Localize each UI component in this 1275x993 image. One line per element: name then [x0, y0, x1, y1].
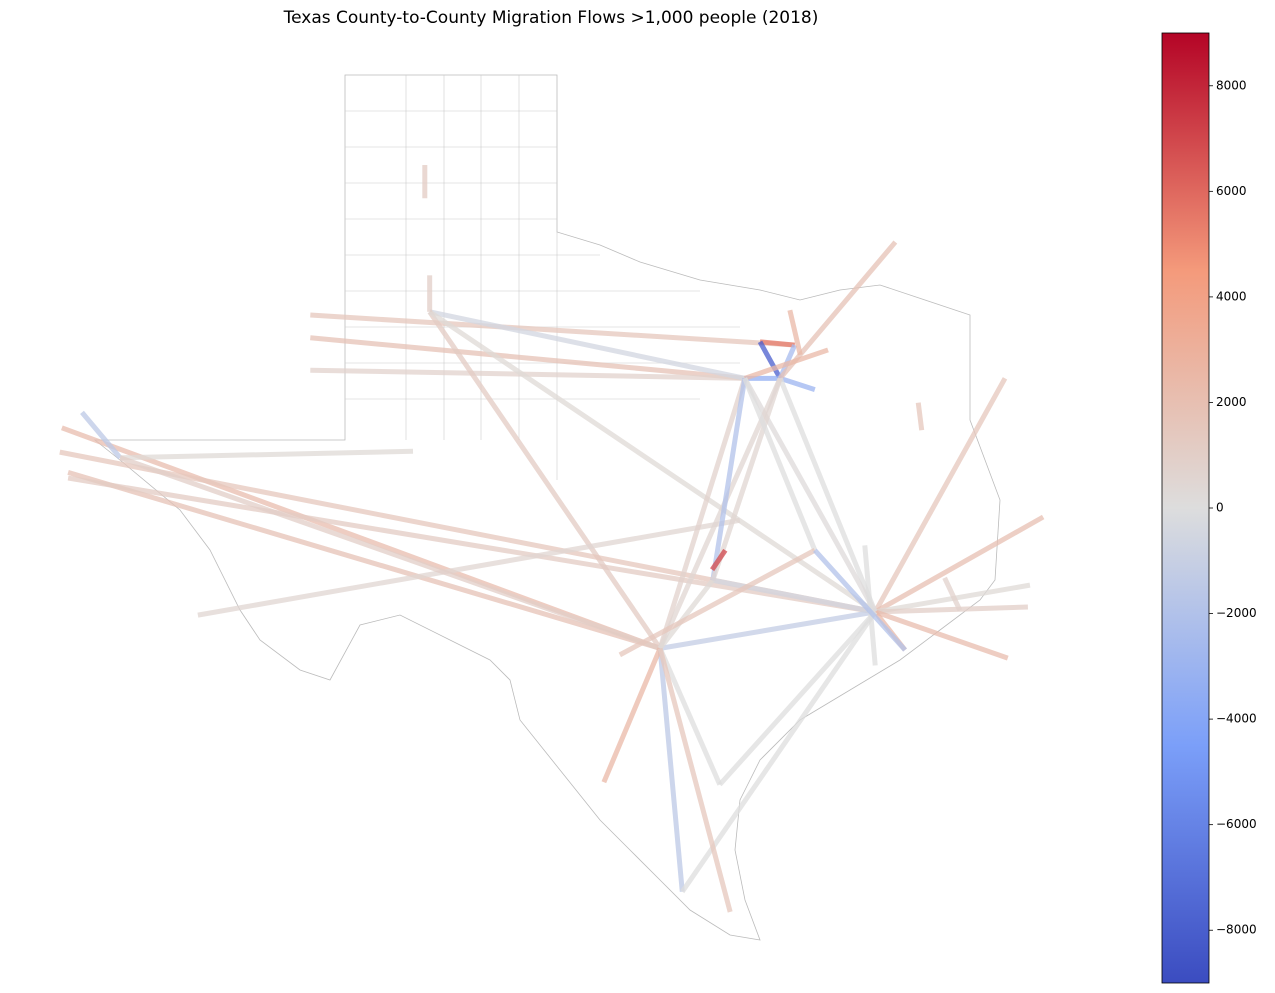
flow-line: [942, 576, 963, 612]
colorbar-tick-label: −4000: [1216, 712, 1257, 726]
flow-line: [427, 310, 663, 650]
flow-line: [873, 377, 1008, 614]
map-title: Texas County-to-County Migration Flows >…: [283, 8, 819, 28]
colorbar-tick-label: 6000: [1216, 184, 1247, 198]
flow-line: [428, 309, 877, 614]
colorbar-tick-label: −8000: [1216, 923, 1257, 937]
flow-line: [657, 647, 733, 913]
flow-line: [618, 548, 817, 658]
flow-line: [759, 339, 795, 348]
flow-line: [873, 514, 1045, 615]
flow-line: [812, 548, 907, 652]
flow-line: [778, 240, 898, 380]
colorbar-tick-label: −6000: [1216, 817, 1257, 831]
flow-line: [779, 375, 816, 393]
flow-line: [80, 410, 123, 460]
flow-line: [712, 577, 876, 615]
flow-line: [659, 609, 876, 651]
flow-line: [874, 609, 1009, 661]
colorbar-tick-label: 0: [1216, 501, 1224, 515]
flow-line: [757, 340, 783, 380]
flow-line: [310, 367, 745, 381]
colorbar-tick-label: 2000: [1216, 395, 1247, 409]
flow-line: [717, 610, 878, 787]
flow-line: [310, 312, 795, 348]
flow-line: [875, 604, 1028, 615]
flow-line: [601, 647, 663, 784]
flow-line: [657, 377, 783, 650]
flow-line: [710, 377, 748, 581]
flow-line: [742, 377, 818, 552]
flow-line: [429, 309, 746, 381]
flow-line: [120, 448, 414, 461]
colorbar-tick-label: −2000: [1216, 606, 1257, 620]
flow-line: [119, 455, 661, 651]
flow-line: [197, 517, 741, 618]
flow-line: [658, 578, 715, 650]
flow-line: [310, 335, 745, 381]
flow-line: [657, 377, 748, 650]
texas-outline: [93, 74, 1001, 941]
colorbar: [1161, 32, 1210, 984]
flow-line: [743, 347, 829, 381]
flow-line: [710, 377, 783, 582]
colorbar-tick-label: 8000: [1216, 78, 1247, 92]
flow-line: [657, 647, 723, 786]
flow-line: [67, 469, 661, 651]
flow-line: [862, 545, 878, 666]
flows: [59, 165, 1045, 913]
colorbar-ticks: −8000 −6000 −4000 −2000 0 2000 4000 6000 8000: [1209, 78, 1257, 937]
flow-line: [915, 402, 925, 431]
flow-line: [787, 309, 803, 356]
colorbar-tick-label: 4000: [1216, 289, 1247, 303]
flow-line: [777, 377, 878, 613]
flow-line: [657, 648, 685, 892]
flow-line: [710, 548, 728, 572]
